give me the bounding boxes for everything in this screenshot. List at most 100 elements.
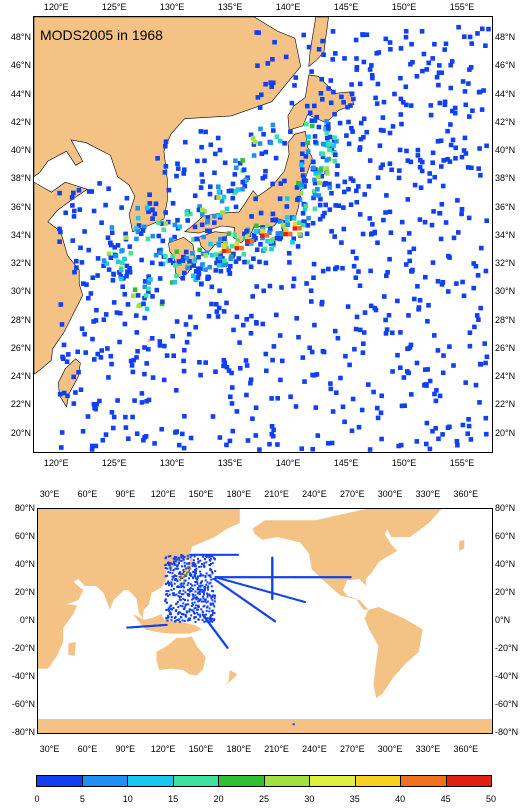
data-cell xyxy=(318,167,323,173)
data-cell xyxy=(327,134,333,140)
data-cell xyxy=(196,270,201,276)
data-cell xyxy=(195,266,201,272)
data-cell xyxy=(235,576,237,579)
data-cell xyxy=(280,358,285,364)
colorbar-segment xyxy=(310,776,356,786)
world-lon-label-top: 300°E xyxy=(377,489,403,499)
colorbar-tick-label: 20 xyxy=(213,794,224,804)
data-cell xyxy=(171,353,176,358)
data-cell xyxy=(205,274,211,280)
data-cell xyxy=(428,103,434,108)
data-cell xyxy=(241,576,244,579)
data-cell xyxy=(445,425,451,430)
data-cell xyxy=(282,178,287,184)
data-cell xyxy=(172,592,175,595)
data-cell xyxy=(316,193,322,198)
data-cell xyxy=(188,594,191,597)
data-cell xyxy=(234,245,240,251)
data-cell xyxy=(204,250,210,255)
data-cell xyxy=(198,599,201,601)
data-cell xyxy=(424,67,430,72)
data-cell xyxy=(270,617,272,620)
data-cell xyxy=(424,420,430,426)
data-cell xyxy=(196,207,202,213)
data-cell xyxy=(198,185,204,190)
data-cell xyxy=(208,620,211,623)
data-cell xyxy=(174,173,179,179)
data-cell xyxy=(197,591,200,594)
data-cell xyxy=(378,127,384,133)
data-cell xyxy=(462,135,468,141)
data-cell xyxy=(170,333,175,339)
data-cell xyxy=(179,589,182,592)
data-cell xyxy=(295,244,301,249)
top-lon-label-top: 135°E xyxy=(217,2,243,12)
data-cell xyxy=(285,196,290,201)
data-cell xyxy=(223,578,226,581)
data-cell xyxy=(172,557,175,560)
data-cell xyxy=(338,375,343,381)
data-cell xyxy=(207,191,213,197)
data-cell xyxy=(440,370,446,376)
data-cell xyxy=(348,103,353,108)
north-america xyxy=(252,509,398,610)
data-cell xyxy=(300,355,306,360)
data-cell xyxy=(383,317,388,323)
data-cell xyxy=(379,436,384,442)
data-cell xyxy=(467,343,473,349)
data-cell xyxy=(103,312,109,317)
data-cell xyxy=(235,238,241,243)
world-lon-label-bottom: 120°E xyxy=(150,744,176,754)
data-cell xyxy=(164,564,167,567)
data-cell xyxy=(188,569,191,572)
data-cell xyxy=(174,578,177,581)
data-cell xyxy=(248,132,254,138)
data-cell xyxy=(176,259,182,264)
data-cell xyxy=(185,218,190,223)
data-cell xyxy=(305,576,308,579)
data-cell xyxy=(182,597,185,600)
data-cell xyxy=(179,577,182,580)
world-lon-label-top: 240°E xyxy=(302,489,327,499)
data-cell xyxy=(343,576,346,579)
data-cell xyxy=(291,276,297,282)
data-cell xyxy=(82,229,87,234)
data-cell xyxy=(269,84,274,89)
data-cell xyxy=(203,565,206,568)
data-cell xyxy=(425,319,430,324)
data-cell xyxy=(235,582,238,585)
data-cell xyxy=(172,222,178,228)
data-cell xyxy=(210,553,213,556)
data-cell xyxy=(277,196,283,201)
colorbar-tick-label: 35 xyxy=(349,794,360,804)
data-cell xyxy=(217,213,223,218)
data-cell xyxy=(166,581,169,584)
data-cell xyxy=(171,592,174,595)
data-cell xyxy=(260,576,262,579)
data-cell xyxy=(383,36,389,42)
data-cell xyxy=(199,281,204,286)
data-cell xyxy=(226,646,229,649)
top-lat-label-left: 34°N xyxy=(10,229,31,240)
data-cell xyxy=(378,165,384,170)
world-lon-label-bottom: 300°E xyxy=(377,744,403,754)
data-cell xyxy=(329,229,334,234)
data-cell xyxy=(249,238,255,244)
data-cell xyxy=(181,171,186,176)
data-cell xyxy=(242,259,247,265)
data-cell xyxy=(109,225,115,230)
data-cell xyxy=(408,342,414,348)
data-cell xyxy=(195,598,198,601)
data-cell xyxy=(235,553,238,556)
data-cell xyxy=(150,260,155,266)
data-cell xyxy=(206,595,209,598)
data-cell xyxy=(183,574,185,577)
data-cell xyxy=(209,555,212,558)
data-cell xyxy=(143,293,149,298)
data-cell xyxy=(183,586,186,589)
data-cell xyxy=(71,401,77,406)
data-cell xyxy=(273,576,276,579)
data-cell xyxy=(461,293,467,299)
data-cell xyxy=(267,441,272,447)
data-cell xyxy=(255,95,261,100)
